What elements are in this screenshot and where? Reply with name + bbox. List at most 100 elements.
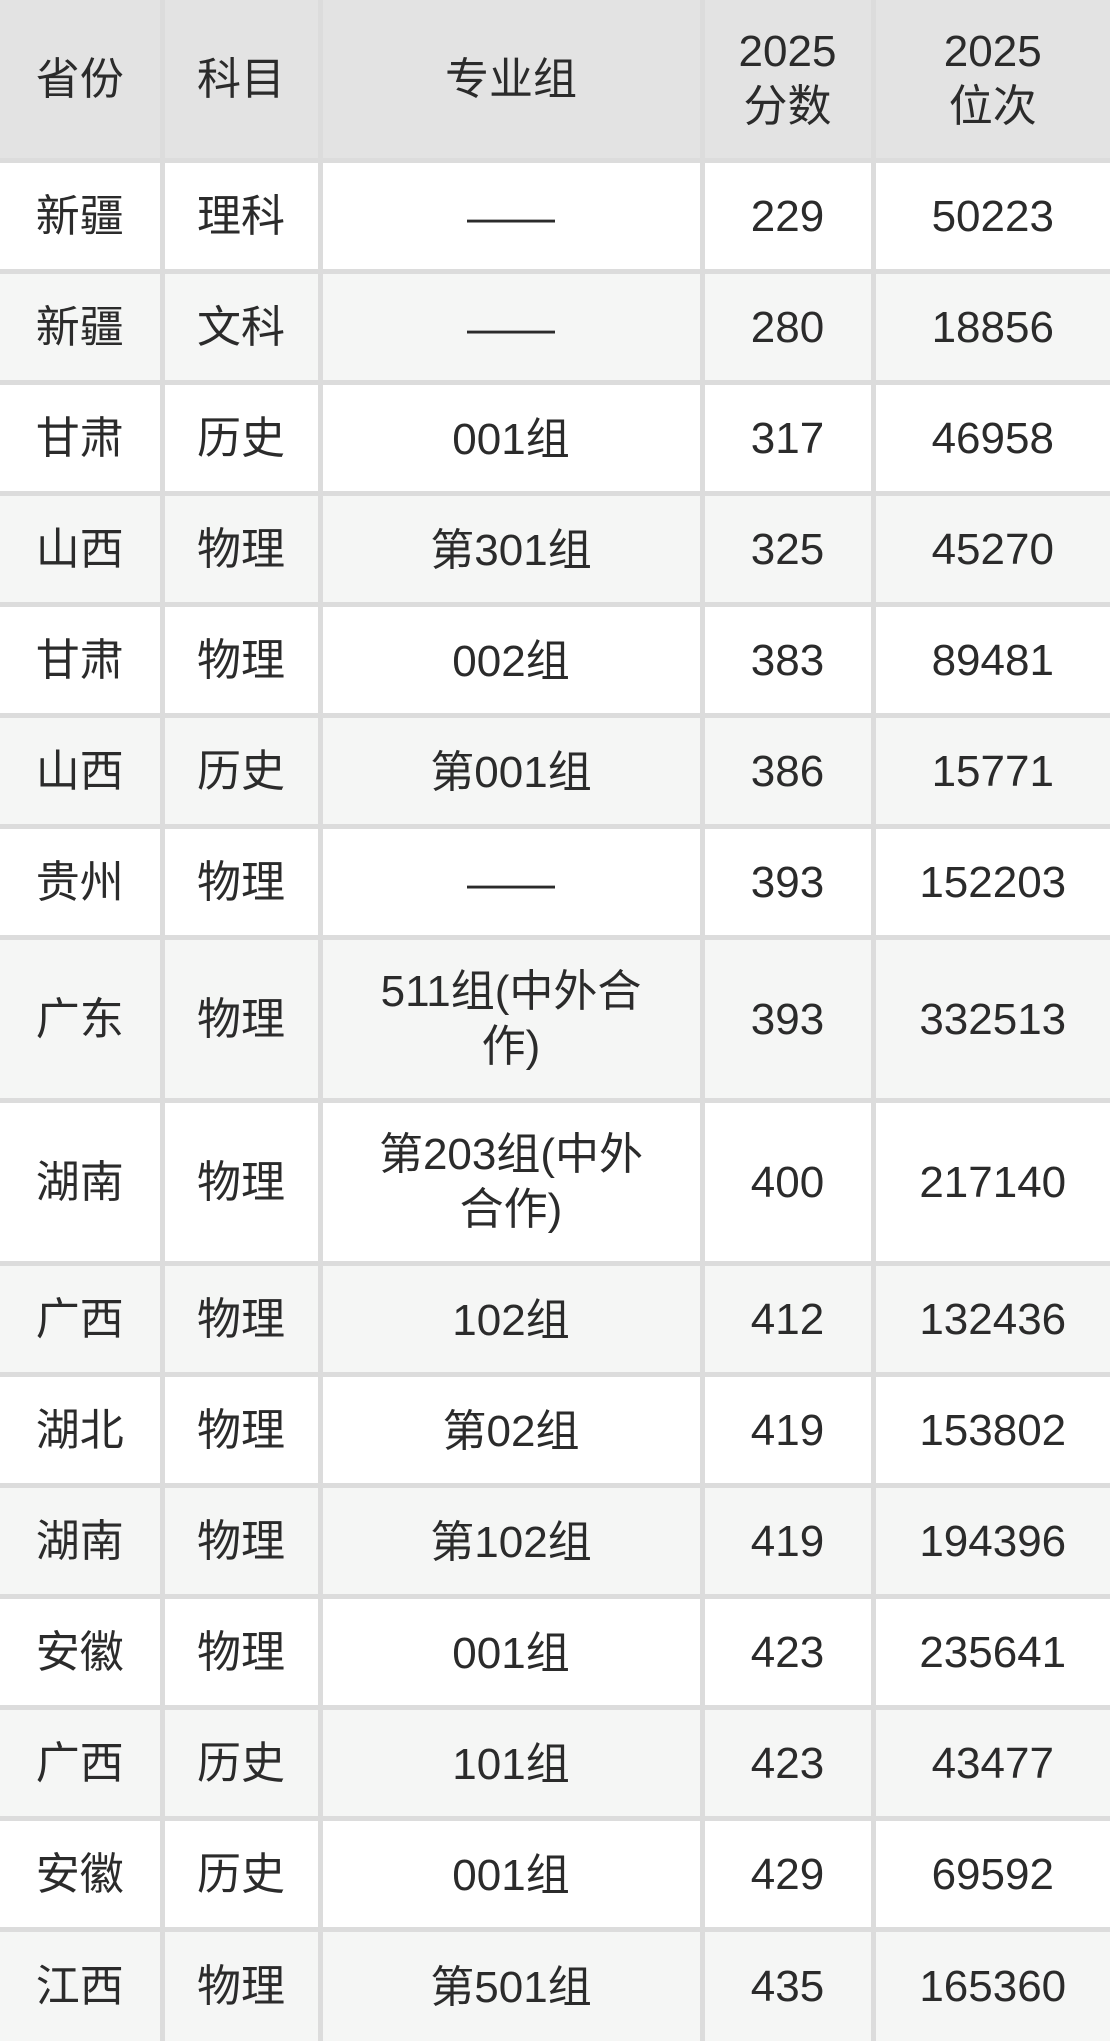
cell-subject: 历史 — [159, 1705, 323, 1821]
cell-score-2025: 317 — [699, 380, 876, 496]
header-row: 省份 科目 专业组 2025 分数 2025 位次 — [0, 0, 1110, 163]
group-text: 第501组 — [430, 1963, 592, 2013]
group-text: 第02组 — [442, 1406, 580, 1456]
table-row: 贵州 物理 —— 393 152203 — [0, 824, 1110, 940]
group-text: 001组 — [452, 414, 570, 464]
cell-group: 101组 — [317, 1705, 705, 1821]
cell-rank-2025: 165360 — [870, 1927, 1110, 2041]
table-row: 湖南 物理 第203组(中外合作) 400 217140 — [0, 1098, 1110, 1266]
cell-province: 湖北 — [0, 1372, 165, 1488]
cell-province: 贵州 — [0, 824, 165, 940]
cell-rank-2025: 69592 — [870, 1816, 1110, 1932]
table-row: 新疆 理科 —— 229 50223 — [0, 158, 1110, 274]
cell-rank-2025: 18856 — [870, 269, 1110, 385]
group-text: 001组 — [452, 1628, 570, 1678]
group-text: —— — [467, 303, 555, 353]
cell-group: 001组 — [317, 1594, 705, 1710]
cell-province: 广东 — [0, 935, 165, 1103]
cell-subject: 理科 — [159, 158, 323, 274]
column-header-group: 专业组 — [317, 0, 705, 163]
cell-score-2025: 423 — [699, 1705, 876, 1821]
cell-group: —— — [317, 269, 705, 385]
group-text: 第301组 — [430, 525, 592, 575]
cell-subject: 历史 — [159, 1816, 323, 1932]
cell-subject: 物理 — [159, 491, 323, 607]
cell-score-2025: 419 — [699, 1372, 876, 1488]
cell-score-2025: 435 — [699, 1927, 876, 2041]
cell-group: 第501组 — [317, 1927, 705, 2041]
cell-group: 第203组(中外合作) — [317, 1098, 705, 1266]
cell-subject: 物理 — [159, 1372, 323, 1488]
cell-score-2025: 383 — [699, 602, 876, 718]
cell-rank-2025: 194396 — [870, 1483, 1110, 1599]
cell-subject: 物理 — [159, 824, 323, 940]
group-text: 002组 — [452, 636, 570, 686]
cell-group: 102组 — [317, 1261, 705, 1377]
table-row: 山西 历史 第001组 386 15771 — [0, 713, 1110, 829]
group-text: —— — [467, 858, 555, 908]
table-row: 广西 历史 101组 423 43477 — [0, 1705, 1110, 1821]
table-body: 新疆 理科 —— 229 50223 新疆 文科 —— 280 18856 甘肃 历史 001组 317 4… — [0, 158, 1110, 2041]
group-text: —— — [467, 192, 555, 242]
group-text: 511组(中外合作) — [380, 967, 642, 1071]
cell-rank-2025: 89481 — [870, 602, 1110, 718]
cell-province: 广西 — [0, 1261, 165, 1377]
cell-rank-2025: 15771 — [870, 713, 1110, 829]
table-row: 湖南 物理 第102组 419 194396 — [0, 1483, 1110, 1599]
cell-score-2025: 419 — [699, 1483, 876, 1599]
column-header-province: 省份 — [0, 0, 165, 163]
cell-subject: 物理 — [159, 1261, 323, 1377]
cell-province: 湖南 — [0, 1483, 165, 1599]
cell-score-2025: 429 — [699, 1816, 876, 1932]
cell-province: 新疆 — [0, 158, 165, 274]
cell-group: 001组 — [317, 1816, 705, 1932]
cell-group: 002组 — [317, 602, 705, 718]
group-text: 101组 — [452, 1739, 570, 1789]
column-header-score-2025: 2025 分数 — [699, 0, 876, 163]
cell-subject: 物理 — [159, 935, 323, 1103]
cell-subject: 物理 — [159, 1483, 323, 1599]
group-text: 001组 — [452, 1850, 570, 1900]
cell-rank-2025: 50223 — [870, 158, 1110, 274]
table-row: 安徽 物理 001组 423 235641 — [0, 1594, 1110, 1710]
cell-rank-2025: 46958 — [870, 380, 1110, 496]
cell-subject: 物理 — [159, 1927, 323, 2041]
cell-rank-2025: 153802 — [870, 1372, 1110, 1488]
table-row: 广西 物理 102组 412 132436 — [0, 1261, 1110, 1377]
cell-score-2025: 325 — [699, 491, 876, 607]
cell-group: —— — [317, 158, 705, 274]
cell-group: 001组 — [317, 380, 705, 496]
column-header-rank-2025: 2025 位次 — [870, 0, 1110, 163]
cell-rank-2025: 43477 — [870, 1705, 1110, 1821]
cell-province: 安徽 — [0, 1594, 165, 1710]
cell-province: 山西 — [0, 713, 165, 829]
group-text: 102组 — [452, 1295, 570, 1345]
table-row: 广东 物理 511组(中外合作) 393 332513 — [0, 935, 1110, 1103]
cell-score-2025: 229 — [699, 158, 876, 274]
table-header: 省份 科目 专业组 2025 分数 2025 位次 — [0, 0, 1110, 163]
cell-score-2025: 393 — [699, 935, 876, 1103]
cell-subject: 历史 — [159, 380, 323, 496]
cell-rank-2025: 235641 — [870, 1594, 1110, 1710]
group-text: 第203组(中外合作) — [378, 1130, 644, 1234]
cell-group: 第02组 — [317, 1372, 705, 1488]
table-row: 新疆 文科 —— 280 18856 — [0, 269, 1110, 385]
group-text: 第102组 — [430, 1517, 592, 1567]
cell-province: 湖南 — [0, 1098, 165, 1266]
cell-score-2025: 393 — [699, 824, 876, 940]
cell-score-2025: 423 — [699, 1594, 876, 1710]
cell-rank-2025: 45270 — [870, 491, 1110, 607]
cell-group: 第001组 — [317, 713, 705, 829]
cell-province: 甘肃 — [0, 602, 165, 718]
table-row: 安徽 历史 001组 429 69592 — [0, 1816, 1110, 1932]
cell-subject: 物理 — [159, 1098, 323, 1266]
cell-province: 新疆 — [0, 269, 165, 385]
table-row: 甘肃 历史 001组 317 46958 — [0, 380, 1110, 496]
table-row: 甘肃 物理 002组 383 89481 — [0, 602, 1110, 718]
cell-group: 511组(中外合作) — [317, 935, 705, 1103]
cell-score-2025: 280 — [699, 269, 876, 385]
group-text: 第001组 — [430, 747, 592, 797]
cell-province: 安徽 — [0, 1816, 165, 1932]
cell-score-2025: 386 — [699, 713, 876, 829]
